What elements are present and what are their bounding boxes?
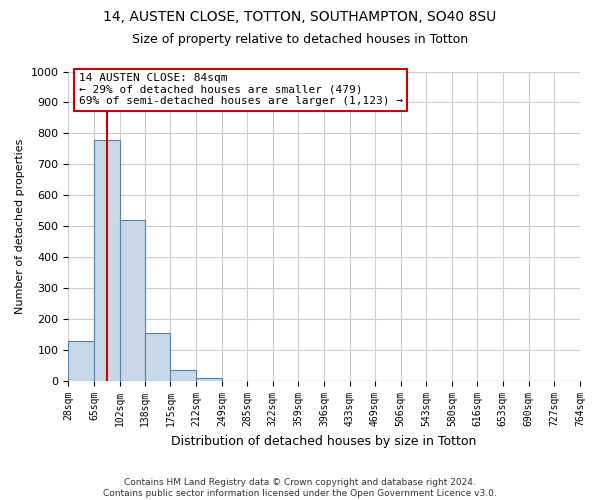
Bar bbox=[170, 370, 196, 381]
Bar bbox=[68, 341, 94, 381]
X-axis label: Distribution of detached houses by size in Totton: Distribution of detached houses by size … bbox=[172, 434, 477, 448]
Text: 14, AUSTEN CLOSE, TOTTON, SOUTHAMPTON, SO40 8SU: 14, AUSTEN CLOSE, TOTTON, SOUTHAMPTON, S… bbox=[103, 10, 497, 24]
Text: Size of property relative to detached houses in Totton: Size of property relative to detached ho… bbox=[132, 32, 468, 46]
Text: 14 AUSTEN CLOSE: 84sqm
← 29% of detached houses are smaller (479)
69% of semi-de: 14 AUSTEN CLOSE: 84sqm ← 29% of detached… bbox=[79, 73, 403, 106]
Y-axis label: Number of detached properties: Number of detached properties bbox=[15, 138, 25, 314]
Bar bbox=[145, 332, 170, 381]
Bar bbox=[196, 378, 222, 381]
Bar bbox=[94, 140, 120, 381]
Text: Contains HM Land Registry data © Crown copyright and database right 2024.
Contai: Contains HM Land Registry data © Crown c… bbox=[103, 478, 497, 498]
Bar bbox=[120, 220, 145, 381]
